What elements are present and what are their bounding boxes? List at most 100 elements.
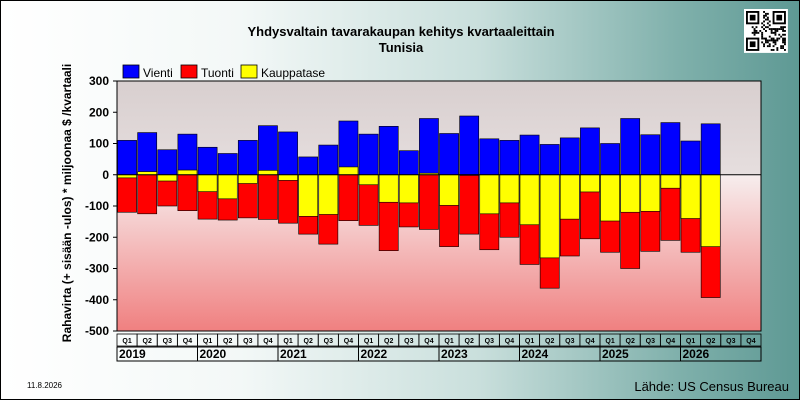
quarter-label: Q3 xyxy=(485,338,494,345)
bar-kauppatase-26 xyxy=(640,174,661,212)
bar-vienti-1 xyxy=(137,132,158,176)
bar-kauppatase-5 xyxy=(217,174,238,200)
bar-vienti-17 xyxy=(459,115,480,176)
bar-kauppatase-20 xyxy=(519,174,540,226)
quarter-label: Q4 xyxy=(505,338,514,345)
bar-vienti-6 xyxy=(237,140,258,176)
bar-kauppatase-12 xyxy=(358,174,379,186)
bar-kauppatase-3 xyxy=(177,169,198,176)
bar-vienti-28 xyxy=(680,140,701,176)
bar-vienti-0 xyxy=(117,140,137,176)
y-tick-label: -200 xyxy=(85,230,109,244)
quarter-label: Q3 xyxy=(565,338,574,345)
x-axis: Q1 Q2 Q3 Q4 Q1 Q2 Q3 Q4 Q1 Q2 Q3 Q4 Q1 Q2 Q3 Q4 Q1 Q2 Q3 Q4… xyxy=(116,333,762,362)
quarter-label: Q1 xyxy=(203,338,212,345)
bar-kauppatase-24 xyxy=(600,174,620,222)
y-axis-ticks: 300 200 100 0 -100 -200 -300 -400 -500 xyxy=(85,74,117,338)
quarter-label: Q3 xyxy=(404,338,413,345)
bar-vienti-12 xyxy=(358,133,379,176)
quarter-label: Q2 xyxy=(626,338,635,345)
bar-vienti-29 xyxy=(700,123,721,176)
bar-vienti-3 xyxy=(177,133,198,176)
quarter-label: Q3 xyxy=(646,338,655,345)
bar-vienti-8 xyxy=(278,131,298,176)
quarter-label: Q4 xyxy=(424,338,433,345)
bar-kauppatase-19 xyxy=(499,174,520,204)
bar-vienti-27 xyxy=(660,122,681,176)
bar-kauppatase-25 xyxy=(620,174,641,213)
quarter-label: Q4 xyxy=(263,338,272,345)
bar-vienti-10 xyxy=(318,144,339,176)
bar-kauppatase-28 xyxy=(680,174,701,219)
quarter-label: Q2 xyxy=(706,338,715,345)
quarter-label: Q1 xyxy=(122,338,131,345)
bar-vienti-4 xyxy=(197,146,218,176)
quarter-label: Q2 xyxy=(223,338,232,345)
quarter-label: Q1 xyxy=(444,338,453,345)
year-label: 2021 xyxy=(280,347,307,361)
quarter-label: Q1 xyxy=(525,338,534,345)
quarter-label: Q2 xyxy=(545,338,554,345)
year-label: 2022 xyxy=(361,347,388,361)
bar-vienti-15 xyxy=(419,118,439,176)
bar-kauppatase-23 xyxy=(580,174,600,193)
bar-vienti-7 xyxy=(258,125,278,176)
date-label: 11.8.2026 xyxy=(27,381,62,390)
bar-tuonti-17 xyxy=(459,174,480,235)
quarter-label: Q3 xyxy=(726,338,735,345)
year-label: 2019 xyxy=(119,347,146,361)
bar-vienti-16 xyxy=(439,133,459,176)
bar-kauppatase-16 xyxy=(439,174,459,206)
bar-kauppatase-18 xyxy=(479,174,500,215)
bar-tuonti-8 xyxy=(278,174,298,224)
bar-kauppatase-13 xyxy=(378,174,399,203)
qr-code-icon xyxy=(744,9,788,53)
quarter-label: Q3 xyxy=(243,338,252,345)
bar-kauppatase-9 xyxy=(298,174,319,217)
bar-vienti-19 xyxy=(499,140,520,176)
bar-vienti-2 xyxy=(157,149,178,176)
quarter-label: Q2 xyxy=(465,338,474,345)
bar-tuonti-1 xyxy=(137,174,158,215)
bar-tuonti-3 xyxy=(177,174,198,211)
year-label: 2024 xyxy=(522,347,549,361)
bar-vienti-22 xyxy=(559,137,580,176)
quarter-label: Q3 xyxy=(324,338,333,345)
quarter-label: Q2 xyxy=(304,338,313,345)
bar-vienti-13 xyxy=(378,126,399,176)
legend-label-kauppatase: Kauppatase xyxy=(261,66,325,80)
chart-title: Yhdysvaltain tavarakaupan kehitys kvarta… xyxy=(247,24,554,39)
bar-vienti-25 xyxy=(620,118,641,176)
legend-swatch-tuonti xyxy=(180,64,198,79)
quarter-label: Q3 xyxy=(163,338,172,345)
bar-kauppatase-22 xyxy=(559,174,580,220)
bar-kauppatase-27 xyxy=(660,174,681,189)
quarter-label: Q1 xyxy=(364,338,373,345)
bar-kauppatase-8 xyxy=(278,174,298,181)
quarter-label: Q1 xyxy=(686,338,695,345)
bar-vienti-26 xyxy=(640,134,661,176)
year-label: 2023 xyxy=(441,347,468,361)
y-tick-label: 200 xyxy=(89,105,109,119)
year-label: 2025 xyxy=(602,347,629,361)
bar-kauppatase-14 xyxy=(398,174,419,204)
quarter-label: Q4 xyxy=(666,338,675,345)
bar-tuonti-0 xyxy=(117,174,137,213)
bar-kauppatase-29 xyxy=(700,174,721,247)
y-tick-label: 0 xyxy=(102,168,109,182)
legend: Vienti Tuonti Kauppatase xyxy=(122,64,325,80)
y-axis-label: Rahavirta (+ sisään -ulos) * miljoonaa $… xyxy=(60,64,74,342)
bar-kauppatase-6 xyxy=(237,174,258,184)
bar-vienti-21 xyxy=(539,144,560,176)
y-tick-label: -400 xyxy=(85,293,109,307)
quarter-label: Q1 xyxy=(283,338,292,345)
bar-kauppatase-2 xyxy=(157,174,178,182)
bar-tuonti-7 xyxy=(258,174,278,220)
y-tick-label: 300 xyxy=(89,74,109,88)
quarter-label: Q4 xyxy=(585,338,594,345)
y-tick-label: -500 xyxy=(85,324,109,338)
quarter-cell xyxy=(740,333,762,347)
bar-kauppatase-11 xyxy=(338,166,359,176)
